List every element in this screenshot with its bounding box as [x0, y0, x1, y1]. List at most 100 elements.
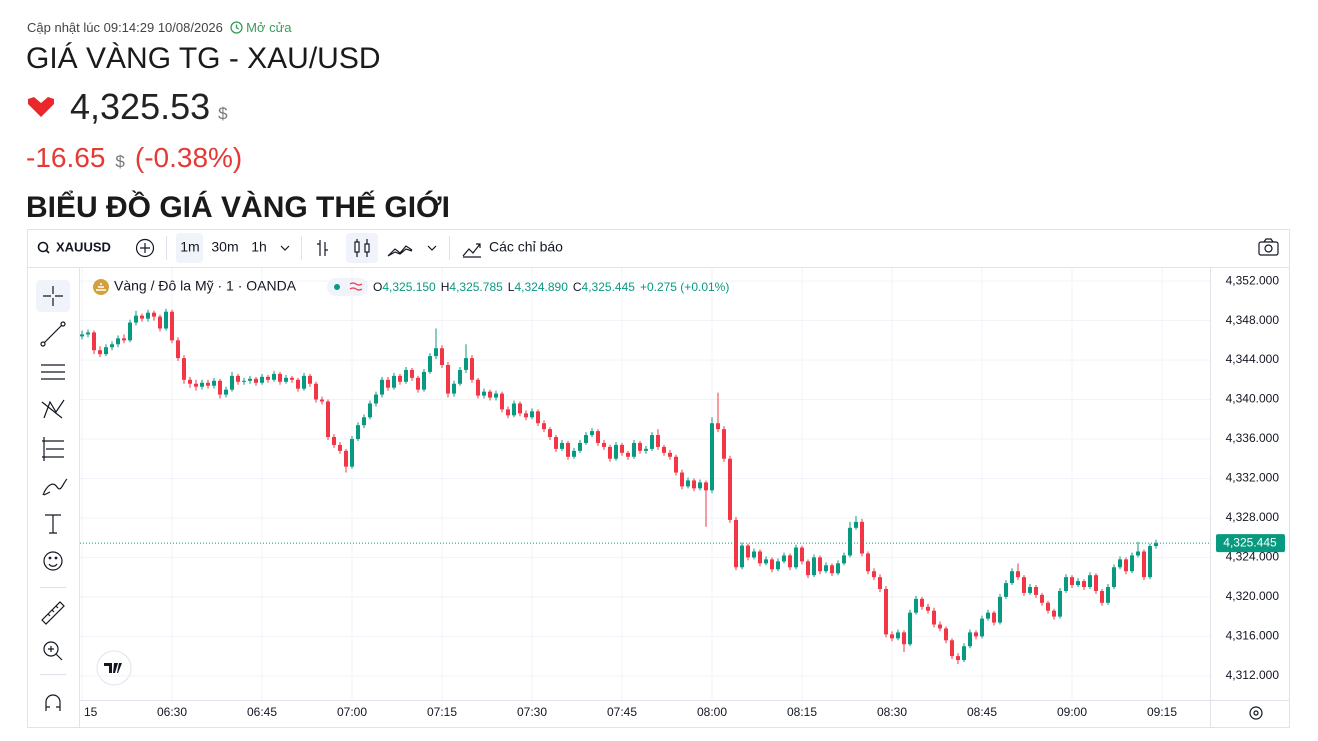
candle-body	[1016, 571, 1020, 578]
candle-body	[218, 380, 222, 395]
emoji-tool[interactable]	[43, 551, 63, 571]
candle-body	[254, 378, 258, 383]
symbol-search[interactable]: XAUUSD	[37, 239, 111, 254]
candle-body	[686, 480, 690, 487]
active-interval-bg	[176, 233, 203, 263]
projection-tool[interactable]	[42, 437, 64, 461]
legend-change: +0.275 (+0.01%)	[640, 280, 729, 294]
candle-body	[1088, 575, 1092, 588]
candle-body	[656, 435, 660, 447]
zoom-tool[interactable]	[43, 641, 59, 657]
candle-body	[1022, 577, 1026, 593]
candle-body	[848, 527, 852, 556]
candle-body	[626, 452, 630, 457]
interval-dropdown[interactable]	[280, 245, 290, 251]
candle-body	[986, 612, 990, 619]
bar-style-icon[interactable]	[317, 240, 328, 256]
candle-body	[818, 557, 822, 572]
candle-body	[182, 358, 186, 380]
x-tick-label: 07:30	[517, 705, 547, 719]
interval-button[interactable]: 30m	[211, 239, 238, 255]
candle-body	[110, 344, 114, 348]
trendline-tool[interactable]	[42, 323, 64, 345]
add-symbol[interactable]	[135, 238, 155, 258]
snapshot-button[interactable]	[1258, 238, 1279, 256]
candle-body	[380, 379, 384, 395]
indicators-button[interactable]: Các chỉ báo	[462, 239, 563, 258]
candle-body	[188, 379, 192, 384]
candle-body	[500, 393, 504, 410]
candle-body	[788, 555, 792, 568]
candle-body	[326, 401, 330, 438]
fib-tool[interactable]	[41, 364, 65, 380]
candle-body	[224, 389, 228, 395]
candle-body	[920, 598, 924, 607]
candle-body	[488, 391, 492, 398]
candle-body	[800, 547, 804, 562]
y-tick-label: 4,316.000	[1226, 629, 1280, 643]
candle-body	[80, 334, 84, 337]
candle-body	[566, 442, 570, 457]
candle-body	[830, 565, 834, 574]
candle-body	[932, 610, 936, 625]
ohlc-key: L	[508, 280, 515, 294]
candle-body	[260, 376, 264, 383]
ohlc-legend: O4,325.150 H4,325.785 L4,324.890 C4,325.445…	[373, 280, 729, 294]
settings-button[interactable]	[1249, 706, 1263, 720]
interval-button[interactable]: 1m	[180, 239, 199, 255]
indicators-label[interactable]: Các chỉ báo	[489, 239, 563, 255]
x-tick-label: 08:45	[967, 705, 997, 719]
style-dropdown[interactable]	[427, 245, 437, 251]
candle-body	[548, 429, 552, 438]
candle-body	[998, 596, 1002, 623]
candle-body	[332, 437, 336, 445]
clock-icon	[229, 21, 243, 34]
candle-body	[620, 444, 624, 453]
ruler-tool[interactable]	[41, 601, 65, 625]
candle-body	[1040, 594, 1044, 603]
symbol[interactable]: XAUUSD	[56, 239, 111, 254]
candle-body	[242, 380, 246, 382]
candle-body	[158, 316, 162, 329]
candle-body	[644, 448, 648, 451]
x-tick-label: 15	[84, 705, 98, 719]
candle-body	[812, 557, 816, 576]
candle-body	[434, 348, 438, 357]
area-style-icon[interactable]	[387, 245, 413, 257]
crosshair-tool[interactable]	[43, 286, 63, 306]
candle-body	[422, 371, 426, 390]
magnet-tool[interactable]	[45, 694, 61, 711]
candle-body	[1100, 590, 1104, 603]
candle-body	[1136, 551, 1140, 556]
candle-body	[464, 358, 468, 370]
x-tick-label: 07:00	[337, 705, 367, 719]
candle-body	[416, 377, 420, 390]
pattern-tool[interactable]	[41, 399, 65, 419]
candle-body	[824, 565, 828, 572]
status-icon	[349, 282, 363, 291]
candle-body	[308, 375, 312, 384]
candle-body	[560, 442, 564, 449]
candle-body	[722, 429, 726, 459]
candle-body	[890, 634, 894, 639]
drawing-tools	[36, 280, 70, 711]
x-tick-label: 08:15	[787, 705, 817, 719]
brush-tool[interactable]	[42, 478, 68, 496]
text-tool[interactable]	[45, 514, 61, 534]
candle-body	[638, 442, 642, 451]
candle-body	[494, 393, 498, 398]
candle-body	[1076, 581, 1080, 586]
interval-button[interactable]: 1h	[251, 239, 267, 255]
y-tick-label: 4,344.000	[1226, 352, 1280, 366]
candle-style-icon[interactable]	[354, 239, 370, 257]
candle-body	[398, 375, 402, 382]
candle-body	[446, 364, 450, 394]
ohlc-key: C	[573, 280, 582, 294]
candle-body	[590, 431, 594, 436]
candle-body	[1094, 575, 1098, 591]
candle-body	[248, 378, 252, 381]
candle-body	[410, 369, 414, 378]
candle-body	[212, 380, 216, 386]
candle-body	[1028, 587, 1032, 593]
